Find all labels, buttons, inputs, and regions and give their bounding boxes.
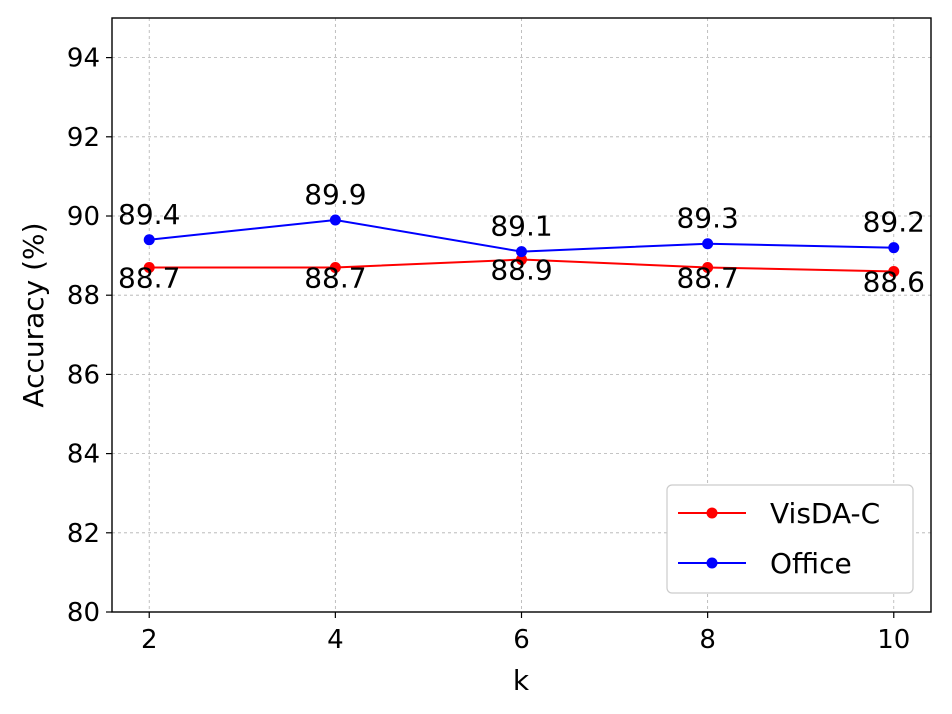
y-axis-label: Accuracy (%) xyxy=(17,222,50,407)
legend-swatch-marker xyxy=(706,507,718,519)
legend: VisDA-C Office xyxy=(666,484,914,594)
data-labels: 88.7 88.7 88.9 88.7 88.6 89.4 89.9 89.1 89.3 89.2 xyxy=(118,178,925,298)
y-tick-label: 82 xyxy=(67,519,100,549)
x-tick-label: 4 xyxy=(327,625,344,655)
series-layer xyxy=(143,214,900,277)
data-point xyxy=(888,265,900,277)
data-point xyxy=(143,261,155,273)
data-label: 88.7 xyxy=(304,261,366,294)
y-tick-label: 80 xyxy=(67,598,100,628)
x-tick-label: 2 xyxy=(141,625,158,655)
axis-ticks: 80 82 84 86 88 90 92 94 2 4 6 8 10 xyxy=(67,44,910,655)
y-tick-label: 90 xyxy=(67,202,100,232)
data-label: 88.7 xyxy=(676,261,738,294)
y-tick-label: 88 xyxy=(67,281,100,311)
data-label: 89.9 xyxy=(304,178,366,211)
x-tick-label: 6 xyxy=(513,625,530,655)
data-point xyxy=(888,242,900,254)
x-tick-label: 8 xyxy=(699,625,716,655)
x-tick-label: 10 xyxy=(877,625,910,655)
y-tick-label: 86 xyxy=(67,360,100,390)
data-point xyxy=(143,234,155,246)
data-label: 89.1 xyxy=(490,210,552,243)
data-point xyxy=(329,214,341,226)
data-point xyxy=(516,246,527,258)
x-axis-label: k xyxy=(513,664,530,697)
grid xyxy=(112,18,931,613)
y-tick-label: 94 xyxy=(67,44,100,74)
data-point xyxy=(702,261,714,273)
data-point xyxy=(702,238,714,250)
legend-swatch-marker xyxy=(706,557,718,569)
data-point xyxy=(516,254,527,266)
data-label: 88.7 xyxy=(118,261,180,294)
y-tick-label: 92 xyxy=(67,123,100,153)
data-label: 89.2 xyxy=(863,206,925,239)
data-point xyxy=(329,261,341,273)
data-label: 89.4 xyxy=(118,198,180,231)
legend-label: VisDA-C xyxy=(770,497,880,530)
y-tick-label: 84 xyxy=(67,440,100,470)
legend-label: Office xyxy=(770,547,852,580)
data-label: 88.9 xyxy=(490,254,552,287)
data-label: 89.3 xyxy=(676,202,738,235)
data-label: 88.6 xyxy=(863,265,925,298)
